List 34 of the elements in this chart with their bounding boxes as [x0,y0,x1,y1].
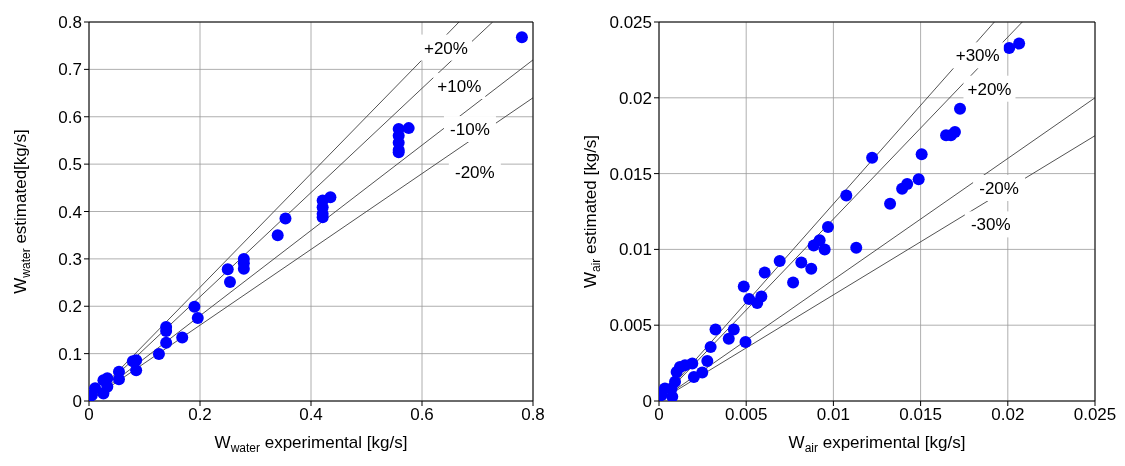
y-tick-label: 0.8 [58,13,82,33]
x-tick-label: 0.6 [410,405,434,425]
x-tick-label: 0.4 [299,405,323,425]
y-tick-label: 0.02 [618,88,652,108]
x-tick-label: 0.025 [1073,405,1117,425]
annotation: -20% [979,179,1019,198]
y-tick-label: 0.5 [58,155,82,175]
y-tick-label: 0.6 [58,107,82,127]
y-tick-label: 0.3 [58,249,82,269]
y-tick-label: 0.005 [609,316,652,336]
annotation: -30% [970,215,1011,235]
annotation: +10% [437,77,482,97]
x-tick-label: 0.01 [816,405,850,425]
annotation: +20% [967,79,1012,99]
annotation: +30% [955,46,1000,66]
y-tick-label: 0.015 [609,164,652,184]
y-tick-label: 0.01 [618,240,652,260]
annotation: -10% [450,120,490,140]
y-tick-label: 0.7 [58,60,82,80]
y-tick-label: 0 [72,392,82,412]
x-axis-title: W$_{air}$ experimental [kg/s] [788,433,966,455]
y-tick-label: 0.025 [609,13,652,33]
annotation: +20% [424,38,468,58]
x-tick-label: 0.015 [899,405,942,425]
x-tick-label: 0.8 [521,405,545,425]
y-tick-label: 0.4 [58,202,82,222]
x-tick-label: 0.2 [188,405,212,425]
x-tick-label: 0.005 [724,405,768,425]
x-axis-title: W$_{water}$ experimental [kg/s] [214,433,408,455]
annotation: -20% [454,163,495,183]
x-tick-label: 0.02 [991,405,1025,425]
y-tick-label: 0.1 [58,344,82,364]
y-tick-label: 0 [642,392,652,412]
y-tick-label: 0.2 [58,297,82,317]
